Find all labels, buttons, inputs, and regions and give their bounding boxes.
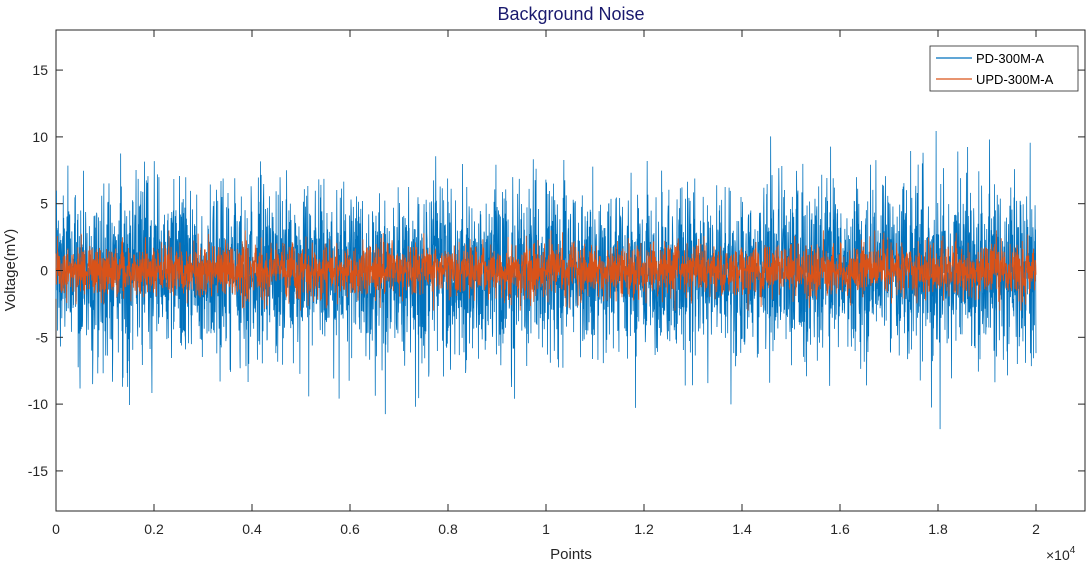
- legend: PD-300M-A UPD-300M-A: [929, 45, 1079, 92]
- y-axis-label: Voltage(mV): [2, 229, 19, 312]
- legend-label-upd-300m-a: UPD-300M-A: [976, 72, 1054, 87]
- y-tick-label: 10: [32, 129, 48, 145]
- y-tick-label: 5: [40, 196, 48, 212]
- x-tick-label: 0.4: [242, 521, 262, 537]
- y-tick-label: -5: [36, 329, 49, 345]
- y-tick-label: -10: [28, 396, 48, 412]
- legend-label-pd-300m-a: PD-300M-A: [976, 51, 1044, 66]
- x-axis-exponent: ×104: [1046, 545, 1076, 563]
- x-tick-label: 0.2: [144, 521, 164, 537]
- series-line-upd-300m-a: [55, 230, 1037, 311]
- y-tick-label: 15: [32, 62, 48, 78]
- ticks-layer: 0 0.2 0.4 0.6 0.8 1 1.2 1.4 1.6 1.8 2 -15 -10 -5 0 5 10 1…: [28, 30, 1085, 537]
- x-tick-label: 1.4: [732, 521, 752, 537]
- chart-title: Background Noise: [497, 4, 644, 24]
- x-tick-label: 0.8: [438, 521, 458, 537]
- series-layer: [55, 130, 1037, 430]
- x-tick-label: 0.6: [340, 521, 360, 537]
- x-tick-label: 1.8: [928, 521, 948, 537]
- x-tick-label: 1: [542, 521, 550, 537]
- x-tick-label: 0: [52, 521, 60, 537]
- x-tick-label: 1.2: [634, 521, 654, 537]
- x-tick-label: 1.6: [830, 521, 850, 537]
- y-tick-label: -15: [28, 463, 48, 479]
- x-tick-label: 2: [1032, 521, 1040, 537]
- legend-box: [929, 45, 1079, 92]
- y-tick-label: 0: [40, 263, 48, 279]
- x-axis-label: Points: [550, 546, 592, 563]
